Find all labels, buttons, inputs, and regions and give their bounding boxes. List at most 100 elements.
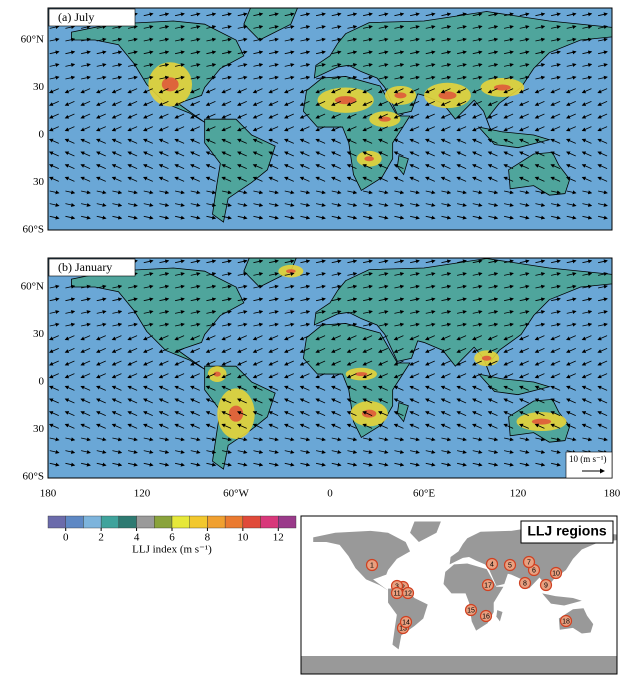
- wind-arrow: [127, 126, 138, 132]
- wind-arrow: [158, 151, 169, 157]
- wind-arrow: [597, 373, 608, 379]
- wind-arrow: [519, 88, 529, 94]
- wind-arrow: [284, 190, 295, 195]
- wind-arrow: [316, 190, 326, 195]
- wind-arrow: [363, 50, 373, 55]
- wind-arrow: [268, 385, 279, 391]
- wind-arrow: [535, 215, 546, 220]
- wind-arrow: [252, 113, 263, 119]
- colorbar-title: LLJ index (m s⁻¹): [132, 544, 212, 556]
- x-tick-label: 180: [604, 488, 621, 500]
- wind-arrow: [346, 126, 357, 132]
- wind-arrow: [111, 164, 122, 170]
- wind-arrow: [221, 151, 232, 157]
- wind-arrow: [252, 88, 263, 94]
- wind-arrow: [174, 164, 185, 170]
- wind-arrow: [582, 284, 593, 289]
- wind-arrow: [347, 215, 358, 220]
- wind-arrow: [581, 385, 592, 391]
- wind-arrow: [393, 164, 404, 170]
- wind-arrow: [128, 322, 138, 327]
- wind-arrow: [284, 63, 295, 67]
- wind-arrow: [504, 203, 514, 207]
- wind-arrow: [535, 63, 546, 67]
- wind-arrow: [534, 335, 545, 341]
- wind-arrow: [315, 100, 326, 106]
- wind-arrow: [64, 373, 75, 379]
- wind-arrow: [300, 12, 311, 17]
- wind-arrow: [284, 272, 295, 277]
- wind-arrow: [222, 63, 232, 67]
- llj-core: [334, 96, 357, 105]
- wind-arrow: [81, 284, 91, 289]
- wind-arrow: [206, 310, 217, 314]
- wind-arrow: [597, 138, 608, 144]
- wind-arrow: [409, 176, 420, 182]
- y-tick-label: 30: [33, 81, 45, 93]
- colorbar-bin: [260, 515, 279, 529]
- wind-arrow: [488, 75, 499, 80]
- wind-arrow: [519, 37, 530, 42]
- inset-title: LLJ regions: [527, 523, 607, 539]
- wind-arrow: [300, 322, 311, 327]
- wind-arrow: [347, 37, 358, 42]
- wind-arrow: [331, 113, 341, 119]
- wind-arrow: [378, 259, 389, 264]
- wind-arrow: [65, 203, 76, 207]
- wind-arrow: [190, 63, 201, 67]
- wind-arrow: [472, 75, 483, 80]
- wind-arrow: [503, 88, 514, 94]
- wind-arrow: [331, 360, 341, 366]
- wind-arrow: [362, 88, 373, 94]
- wind-arrow: [316, 75, 326, 80]
- wind-arrow: [566, 322, 577, 327]
- wind-arrow: [534, 151, 545, 157]
- wind-arrow: [550, 335, 561, 341]
- wind-arrow: [410, 310, 420, 314]
- wind-arrow: [49, 176, 59, 182]
- wind-arrow: [551, 63, 561, 67]
- wind-arrow: [315, 164, 326, 170]
- wind-arrow: [300, 63, 311, 67]
- y-tick-label: 0: [39, 376, 45, 388]
- wind-arrow: [378, 75, 389, 80]
- wind-arrow: [582, 37, 593, 42]
- wind-arrow: [112, 190, 123, 195]
- wind-arrow: [519, 176, 529, 182]
- wind-arrow: [331, 138, 341, 144]
- wind-arrow: [363, 203, 373, 207]
- wind-arrow: [299, 88, 310, 94]
- wind-arrow: [457, 75, 467, 80]
- colorbar-bin: [100, 515, 120, 529]
- colorbar-bin: [154, 515, 173, 529]
- wind-arrow: [472, 126, 482, 132]
- wind-arrow: [425, 151, 435, 157]
- llj-core: [493, 84, 511, 91]
- wind-arrow: [96, 203, 107, 207]
- wind-arrow: [112, 310, 123, 314]
- wind-arrow: [268, 164, 279, 170]
- wind-arrow: [299, 100, 310, 106]
- wind-arrow: [206, 322, 217, 327]
- wind-arrow: [128, 25, 138, 30]
- colorbar-bin: [47, 515, 66, 529]
- wind-arrow: [566, 164, 576, 170]
- wind-arrow: [597, 126, 608, 132]
- wind-arrow: [347, 50, 358, 55]
- wind-arrow: [472, 215, 483, 220]
- wind-arrow: [363, 215, 373, 220]
- wind-arrow: [363, 190, 373, 195]
- wind-arrow: [440, 151, 451, 157]
- wind-arrow: [64, 176, 75, 182]
- wind-arrow: [441, 203, 452, 207]
- wind-arrow: [158, 138, 169, 144]
- wind-arrow: [128, 190, 138, 195]
- inset-antarctica: [301, 656, 617, 674]
- wind-arrow: [441, 284, 452, 289]
- land: [204, 118, 276, 223]
- wind-arrow: [331, 215, 342, 220]
- wind-arrow: [316, 63, 326, 67]
- llj-core: [438, 91, 457, 100]
- wind-arrow: [441, 25, 452, 30]
- wind-arrow: [378, 88, 388, 94]
